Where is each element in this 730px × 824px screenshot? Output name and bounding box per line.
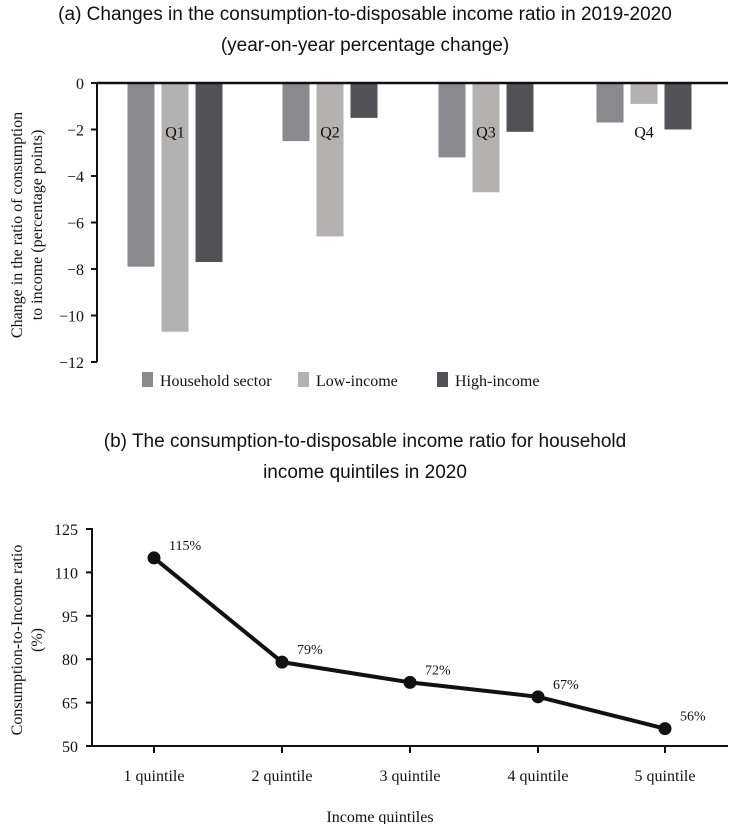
chart-b-data-label: 72% (425, 663, 451, 678)
bar-high-income-q2 (350, 83, 378, 118)
chart-b-data-label: 56% (680, 710, 706, 725)
legend-swatch-1 (298, 372, 309, 387)
chart-b-xtick-label: 4 quintile (508, 768, 569, 785)
chart-a-ylabel-line2: to income (percentage points) (29, 130, 46, 321)
chart-b: (b) The consumption-to-disposable income… (9, 431, 728, 824)
chart-b-title-line1: (b) The consumption-to-disposable income… (104, 431, 626, 452)
chart-b-point (531, 690, 545, 704)
chart-b-xtick-label: 5 quintile (635, 768, 696, 785)
bar-household-sector-q1 (127, 83, 155, 267)
legend-label-0: Household sector (160, 373, 272, 390)
bar-household-sector-q4 (596, 83, 624, 123)
chart-b-ytick-label: 80 (62, 652, 78, 669)
chart-b-series-line (152, 556, 666, 731)
bar-low-income-q2 (316, 83, 344, 237)
chart-a-ytick-label: −2 (67, 123, 84, 140)
chart-a-ylabel-line1: Change in the ratio of consumption (9, 112, 26, 338)
chart-b-xlabel: Income quintiles (326, 809, 433, 824)
chart-b-xtick-label: 3 quintile (380, 768, 441, 785)
legend-label-1: Low-income (316, 373, 398, 390)
chart-b-xtick-label: 2 quintile (252, 768, 313, 785)
chart-a-ytick-label: −6 (67, 216, 84, 233)
chart-a-category-label: Q4 (634, 125, 654, 142)
bar-low-income-q4 (630, 83, 658, 104)
chart-a-ytick-label: −4 (67, 169, 84, 186)
chart-b-ytick-label: 110 (55, 565, 78, 582)
chart-b-data-label: 115% (169, 539, 201, 554)
chart-b-data-label: 79% (297, 643, 323, 658)
bar-household-sector-q2 (282, 83, 310, 142)
chart-a-ytick-label: −10 (59, 309, 84, 326)
chart-b-point (275, 655, 289, 669)
chart-a-title-line2: (year-on-year percentage change) (221, 35, 509, 56)
chart-b-ylabel-line1: Consumption-to-Income ratio (9, 545, 26, 736)
legend-swatch-0 (142, 372, 153, 387)
chart-a: (a) Changes in the consumption-to-dispos… (9, 4, 728, 390)
chart-a-ytick-label: −12 (59, 355, 84, 372)
chart-b-point (147, 551, 161, 565)
chart-a-ytick-label: 0 (76, 76, 84, 93)
chart-b-ylabel-line2: (%) (29, 628, 46, 652)
chart-a-category-label: Q1 (165, 125, 185, 142)
legend-swatch-2 (437, 372, 448, 387)
chart-b-point (403, 675, 417, 689)
chart-a-category-label: Q2 (320, 125, 340, 142)
chart-b-ytick-label: 50 (62, 739, 78, 756)
bar-household-sector-q3 (438, 83, 466, 158)
bar-low-income-q3 (472, 83, 500, 193)
chart-b-ytick-label: 65 (62, 696, 78, 713)
bar-high-income-q3 (506, 83, 534, 132)
chart-b-ytick-label: 95 (62, 609, 78, 626)
chart-a-category-label: Q3 (476, 125, 496, 142)
chart-b-data-label: 67% (553, 678, 579, 693)
chart-a-title-line1: (a) Changes in the consumption-to-dispos… (58, 4, 672, 25)
chart-b-point (658, 722, 672, 736)
bar-low-income-q1 (161, 83, 189, 332)
chart-b-title-line2: income quintiles in 2020 (263, 462, 467, 483)
bar-high-income-q4 (664, 83, 692, 130)
chart-a-ytick-label: −8 (67, 262, 84, 279)
bar-high-income-q1 (195, 83, 223, 263)
chart-b-xtick-label: 1 quintile (124, 768, 185, 785)
chart-b-ytick-label: 125 (54, 522, 78, 539)
legend-label-2: High-income (455, 373, 539, 390)
